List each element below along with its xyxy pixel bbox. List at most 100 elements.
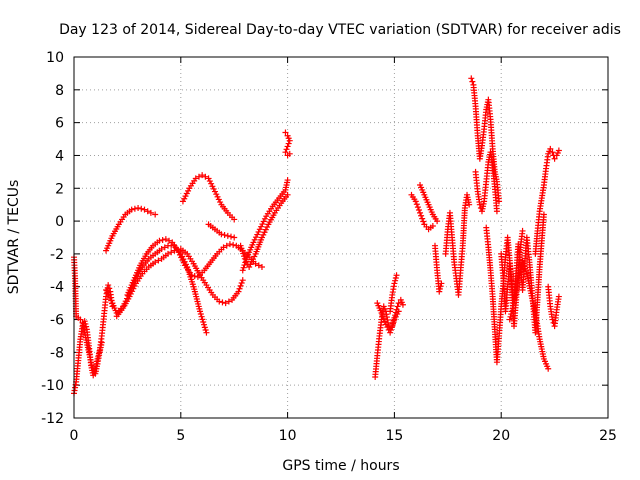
data-point (180, 259, 187, 266)
data-point (238, 280, 245, 287)
data-point (241, 253, 248, 260)
series-s23 (506, 257, 552, 372)
data-point (77, 316, 84, 323)
data-point (247, 261, 254, 268)
data-point (252, 234, 259, 241)
x-tick-label: 0 (70, 428, 79, 444)
data-point (223, 242, 230, 249)
data-point (178, 254, 185, 261)
data-point (258, 234, 265, 241)
data-point (105, 292, 112, 299)
data-point (215, 196, 222, 203)
series-s11 (282, 129, 293, 159)
data-point (285, 140, 292, 147)
data-point (219, 299, 226, 306)
data-point (191, 273, 198, 280)
data-point (418, 212, 425, 219)
data-point (261, 215, 268, 222)
data-point (387, 329, 394, 336)
data-point (98, 339, 105, 346)
data-point (399, 301, 406, 308)
data-point (108, 297, 115, 304)
data-point (261, 229, 268, 236)
data-point (203, 329, 210, 336)
data-point (468, 75, 475, 82)
data-point (218, 231, 225, 238)
data-point (141, 206, 148, 213)
data-point (419, 215, 426, 222)
data-point (506, 316, 513, 323)
data-point (437, 283, 444, 290)
data-point (509, 305, 516, 312)
data-point (508, 311, 515, 318)
data-point (222, 300, 229, 307)
data-point (175, 249, 182, 256)
series-s25 (545, 283, 562, 330)
axis-ticks: 0 5 10 15 20 25 -12 -10 -8 -6 -4 -2 0 2 4 6 8 10 (41, 50, 617, 444)
data-point (240, 250, 247, 257)
data-point (255, 228, 262, 235)
data-point (106, 294, 113, 301)
series-s13 (374, 300, 402, 336)
data-point (519, 257, 526, 264)
data-point (381, 318, 388, 325)
data-point (378, 309, 385, 316)
data-point (182, 193, 189, 200)
data-point (286, 137, 293, 144)
data-point (284, 191, 291, 198)
data-point (201, 321, 208, 328)
data-point (239, 247, 246, 254)
series-s4 (103, 242, 210, 336)
data-point (89, 364, 96, 371)
data-point (239, 267, 246, 274)
series-s5 (113, 245, 246, 320)
series-s14 (387, 272, 400, 315)
data-point (164, 250, 171, 257)
data-point (235, 288, 242, 295)
data-point (237, 282, 244, 289)
data-point (476, 201, 483, 208)
series-s10 (237, 191, 291, 271)
data-point (105, 282, 112, 289)
y-tick-label: 2 (55, 181, 64, 197)
y-tick-label: -10 (41, 378, 64, 394)
data-point (183, 190, 190, 197)
data-point (438, 280, 445, 287)
y-tick-label: 8 (55, 83, 64, 99)
data-point (379, 312, 386, 319)
data-point (197, 308, 204, 315)
data-point (197, 311, 204, 318)
data-point (520, 260, 527, 267)
plot-frame (73, 56, 609, 419)
data-point (415, 207, 422, 214)
data-point (195, 173, 202, 180)
series-s18 (442, 191, 473, 298)
data-point (390, 319, 397, 326)
data-point (144, 208, 151, 215)
data-point (104, 289, 111, 296)
data-point (284, 143, 291, 150)
data-point (106, 285, 113, 292)
data-point (436, 288, 443, 295)
data-point (436, 285, 443, 292)
series-s17 (431, 242, 445, 295)
data-point (469, 78, 476, 85)
data-point (260, 231, 267, 238)
data-point (138, 205, 145, 212)
data-point (188, 272, 195, 279)
x-tick-label: 20 (492, 428, 510, 444)
data-point (393, 272, 400, 279)
data-point (251, 253, 258, 260)
data-point (395, 300, 402, 307)
data-point (551, 155, 558, 162)
data-point (103, 287, 110, 294)
y-tick-label: 4 (55, 148, 64, 164)
data-point (258, 223, 265, 230)
data-point (521, 262, 528, 269)
data-point (413, 201, 420, 208)
data-point (248, 258, 255, 265)
x-tick-label: 10 (279, 428, 297, 444)
data-point (168, 249, 175, 256)
y-tick-label: -2 (50, 247, 64, 263)
